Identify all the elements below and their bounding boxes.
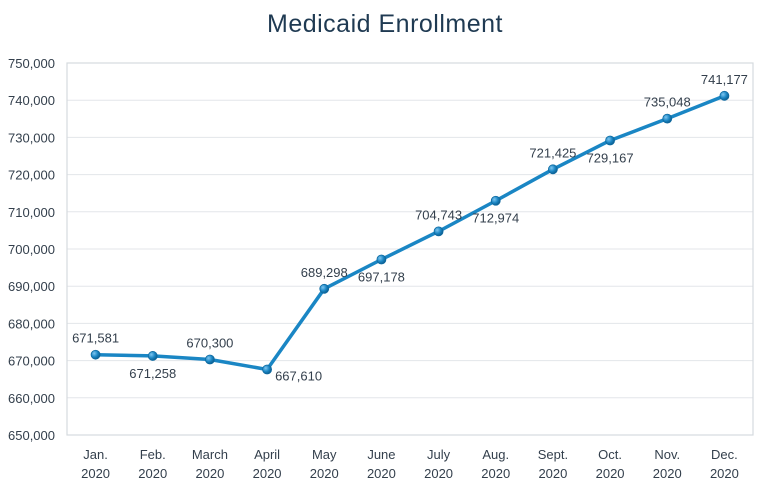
data-label: 741,177 <box>701 72 748 87</box>
x-tick-label: Sept. <box>538 447 568 462</box>
y-tick-label: 690,000 <box>8 279 55 294</box>
x-tick-label-year: 2020 <box>253 466 282 481</box>
data-point <box>147 351 158 361</box>
x-tick-label-year: 2020 <box>424 466 453 481</box>
x-tick-label-year: 2020 <box>195 466 224 481</box>
y-tick-label: 730,000 <box>8 130 55 145</box>
x-tick-label-year: 2020 <box>481 466 510 481</box>
data-point <box>662 113 673 124</box>
x-tick-label-year: 2020 <box>81 466 110 481</box>
x-tick-label-year: 2020 <box>596 466 625 481</box>
data-label: 670,300 <box>186 335 233 350</box>
data-label: 697,178 <box>358 269 405 284</box>
y-tick-label: 680,000 <box>8 316 55 331</box>
data-label: 729,167 <box>587 150 634 165</box>
y-tick-label: 710,000 <box>8 205 55 220</box>
y-tick-label: 670,000 <box>8 354 55 369</box>
x-tick-label: April <box>254 447 280 462</box>
data-label: 671,581 <box>72 331 119 346</box>
y-tick-label: 750,000 <box>8 56 55 71</box>
data-point <box>605 135 615 146</box>
plot-area-border <box>66 62 754 436</box>
x-tick-label: Dec. <box>711 447 738 462</box>
y-tick-label: 650,000 <box>8 428 55 443</box>
x-tick-label: March <box>192 447 228 462</box>
y-tick-label: 700,000 <box>8 242 55 257</box>
x-tick-label-year: 2020 <box>653 466 682 481</box>
x-tick-label: Feb. <box>140 447 166 462</box>
data-label: 667,610 <box>275 368 322 383</box>
data-point <box>548 164 558 175</box>
data-point <box>205 354 215 365</box>
y-tick-label: 740,000 <box>8 93 55 108</box>
data-label: 735,048 <box>644 95 691 110</box>
x-tick-label: June <box>367 447 395 462</box>
x-tick-label: Jan. <box>83 447 108 462</box>
data-point <box>319 283 330 294</box>
data-label: 712,974 <box>472 211 519 226</box>
series-line <box>93 94 727 372</box>
x-tick-label-year: 2020 <box>138 466 167 481</box>
chart-title: Medicaid Enrollment <box>267 10 503 38</box>
x-tick-label-year: 2020 <box>710 466 739 481</box>
x-tick-label: Oct. <box>598 447 622 462</box>
x-tick-label: July <box>427 447 451 462</box>
data-point <box>262 364 272 375</box>
data-point <box>376 254 387 265</box>
x-tick-label-year: 2020 <box>310 466 339 481</box>
data-label: 689,298 <box>301 265 348 280</box>
data-point <box>90 349 101 360</box>
x-tick-label-year: 2020 <box>367 466 396 481</box>
data-label: 721,425 <box>529 145 576 160</box>
y-tick-label: 660,000 <box>8 391 55 406</box>
data-point <box>719 90 730 101</box>
y-tick-label: 720,000 <box>8 168 55 183</box>
x-tick-label: Aug. <box>482 447 509 462</box>
data-label: 671,258 <box>129 366 176 381</box>
data-point <box>490 195 501 206</box>
x-tick-label-year: 2020 <box>538 466 567 481</box>
data-label: 704,743 <box>415 207 462 222</box>
data-point <box>433 226 444 237</box>
x-tick-label: May <box>312 447 337 462</box>
x-tick-label: Nov. <box>654 447 680 462</box>
